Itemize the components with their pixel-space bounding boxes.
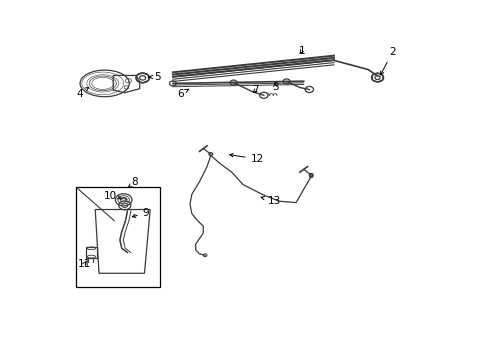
Circle shape bbox=[305, 86, 313, 93]
Circle shape bbox=[283, 79, 289, 84]
Text: 13: 13 bbox=[261, 195, 280, 206]
Text: 9: 9 bbox=[132, 208, 149, 218]
Text: 1: 1 bbox=[298, 46, 305, 56]
Text: 12: 12 bbox=[229, 154, 264, 164]
Bar bbox=[85, 247, 97, 258]
Text: 4: 4 bbox=[76, 87, 88, 99]
Text: 2: 2 bbox=[380, 47, 395, 75]
Text: 10: 10 bbox=[104, 191, 121, 201]
Text: 8: 8 bbox=[128, 177, 138, 187]
Bar bbox=[76, 187, 159, 287]
Circle shape bbox=[259, 92, 267, 98]
Text: 7: 7 bbox=[252, 85, 259, 95]
Circle shape bbox=[230, 80, 237, 85]
Circle shape bbox=[169, 81, 176, 86]
Text: 11: 11 bbox=[78, 258, 91, 269]
Text: 5: 5 bbox=[148, 72, 160, 82]
Text: 6: 6 bbox=[177, 89, 189, 99]
Text: 3: 3 bbox=[271, 82, 278, 92]
